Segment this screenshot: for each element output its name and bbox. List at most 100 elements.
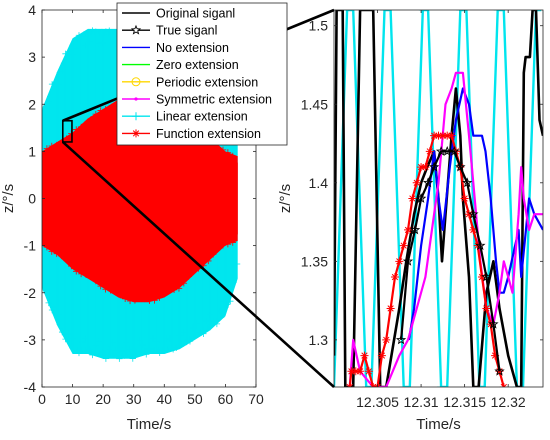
envelope-marker (210, 251, 217, 258)
left-x-tick-label: 70 (248, 391, 264, 407)
envelope-marker (139, 341, 147, 349)
right-x-tick-label: 12.32 (491, 394, 526, 410)
envelope-marker (106, 27, 113, 34)
envelope-marker (99, 39, 106, 47)
envelope-marker (220, 298, 227, 305)
envelope-marker (63, 135, 70, 142)
envelope-marker (217, 307, 224, 315)
function-extension-point (421, 163, 430, 172)
function-extension-point (360, 351, 369, 360)
envelope-marker (95, 338, 103, 345)
envelope-marker (233, 260, 241, 268)
envelope-marker (89, 27, 96, 34)
series-line-true-siganl (400, 150, 501, 372)
series-line-original-siganl (334, 10, 543, 387)
legend-label: Linear extension (156, 110, 248, 124)
envelope-marker (85, 346, 93, 353)
envelope-marker (82, 335, 89, 342)
true-signal-point (448, 145, 460, 156)
true-signal-point (415, 193, 427, 203)
envelope-marker (102, 28, 110, 35)
series-true-siganl (395, 145, 505, 376)
envelope-marker (180, 329, 187, 336)
left-x-tick-label: 40 (156, 391, 172, 407)
envelope-marker (121, 295, 129, 303)
right-y-tick-label: 1.35 (301, 253, 328, 269)
right-x-axis-label: Time/s (416, 416, 460, 433)
true-signal-point (402, 255, 414, 266)
envelope-marker (92, 342, 100, 350)
function-extension-point (347, 367, 356, 376)
envelope-marker (190, 324, 197, 332)
envelope-marker (126, 346, 133, 353)
envelope-marker (107, 104, 114, 112)
left-x-tick-label: 0 (38, 391, 46, 407)
envelope-marker (68, 262, 75, 270)
series-line-no-extension (407, 87, 543, 341)
function-extension-point (430, 131, 439, 140)
envelope-marker (72, 346, 79, 354)
left-y-tick-label: -2 (24, 285, 37, 301)
legend-item-original-siganl: Original siganl (122, 7, 235, 21)
true-signal-point (475, 240, 486, 251)
envelope-marker (203, 317, 210, 325)
envelope-marker (109, 339, 116, 346)
function-extension-point (377, 351, 386, 360)
true-signal-point (494, 365, 505, 376)
envelope-marker (58, 328, 66, 336)
true-signal-point (429, 161, 440, 172)
envelope-marker (170, 286, 178, 294)
legend-circle-marker (131, 77, 141, 87)
function-extension-point (399, 241, 408, 250)
envelope-marker (180, 280, 188, 287)
right-axes-frame (333, 9, 544, 388)
function-extension-point (356, 367, 365, 376)
linear-extension-point (493, 10, 502, 14)
function-extension-point (443, 131, 452, 140)
envelope-marker (230, 278, 237, 286)
function-extension-point (408, 194, 417, 203)
envelope-marker (149, 335, 157, 342)
envelope-marker (166, 335, 173, 343)
envelope-marker (173, 344, 180, 351)
envelope-marker (65, 330, 73, 338)
function-extension-point (417, 163, 426, 172)
legend-item-symmetric-extension: Symmetric extension (122, 93, 272, 107)
function-extension-point (412, 178, 421, 187)
right-y-tick-label: 1.45 (301, 96, 328, 112)
left-y-tick-label: 0 (28, 191, 36, 207)
envelope-marker (42, 150, 46, 157)
envelope-marker (106, 346, 113, 353)
envelope-marker (48, 142, 55, 150)
true-signal-point (455, 161, 466, 172)
true-signal-point (395, 334, 407, 345)
envelope-marker (42, 280, 49, 287)
envelope-marker (79, 33, 86, 40)
envelope-marker (73, 126, 80, 133)
linear-extension-point (380, 10, 389, 14)
series-line-linear-extension (334, 10, 542, 387)
left-x-tick-label: 50 (187, 391, 203, 407)
envelope-marker (82, 120, 90, 128)
left-y-axis-label: z/°/s (0, 184, 17, 213)
legend-label: Zero extension (156, 58, 239, 72)
envelope-marker (224, 149, 232, 156)
envelope-marker (52, 79, 59, 86)
envelope-marker (200, 330, 207, 337)
function-extension-point (447, 131, 456, 140)
function-extension-point (469, 225, 478, 234)
function-extension-point (482, 304, 491, 313)
envelope-marker (131, 297, 139, 304)
envelope-marker (58, 67, 66, 75)
envelope-marker (229, 152, 236, 160)
left-y-tick-label: 2 (28, 96, 36, 112)
envelope-marker (92, 110, 100, 118)
envelope-marker (82, 42, 89, 49)
envelope-marker (169, 346, 177, 353)
envelope-marker (43, 145, 51, 152)
legend-item-no-extension: No extension (122, 41, 229, 55)
left-x-tick-label: 60 (218, 391, 234, 407)
envelope-marker (183, 338, 190, 346)
envelope-marker (219, 146, 227, 154)
envelope-marker (213, 320, 221, 328)
